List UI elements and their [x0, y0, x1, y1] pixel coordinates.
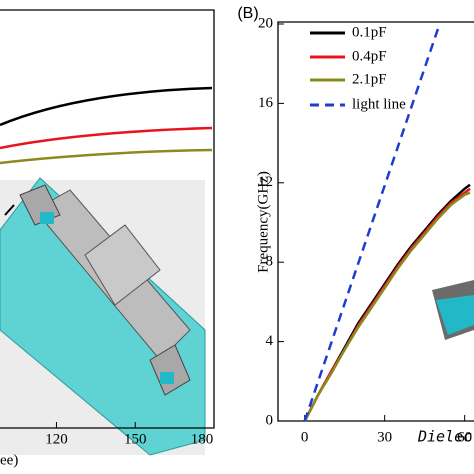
x-tick-label: 0 — [301, 429, 309, 445]
x-tick-label: 60 — [457, 429, 472, 445]
x-tick-label: 150 — [124, 431, 147, 447]
x-tick-label: 30 — [377, 429, 392, 445]
y-tick-label: 20 — [258, 15, 273, 31]
y-tick-label: 0 — [266, 412, 274, 428]
y-tick-label: 12 — [258, 174, 273, 190]
y-axis-label: Frequency(GHz) — [255, 171, 271, 273]
annotation: Dielec — [417, 428, 472, 446]
legend-label: 0.1pF — [352, 24, 387, 40]
y-tick-label: 4 — [266, 333, 274, 349]
legend-label: light line — [352, 96, 406, 112]
panel-label: (B) — [237, 5, 258, 22]
legend-label: 2.1pF — [352, 71, 387, 87]
left-curves — [0, 86, 213, 165]
left-frame — [0, 9, 215, 429]
series-line — [303, 191, 471, 422]
x-tick-label: 120 — [45, 431, 68, 447]
x-tick-label: 180 — [191, 431, 214, 447]
left-x-label: ee) — [0, 452, 18, 468]
y-tick-label: 16 — [258, 95, 274, 111]
legend-label: 0.4pF — [352, 48, 387, 64]
right-inset — [432, 280, 474, 340]
y-tick-label: 8 — [266, 254, 274, 270]
right-frame — [277, 21, 474, 422]
series-line — [303, 23, 441, 422]
inset-render — [0, 177, 206, 456]
